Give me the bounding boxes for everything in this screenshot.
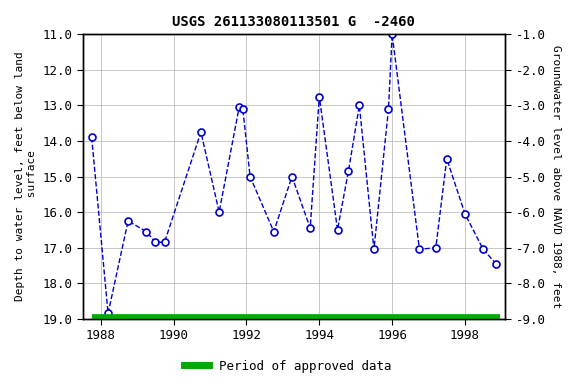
Title: USGS 261133080113501 G  -2460: USGS 261133080113501 G -2460 — [172, 15, 415, 29]
Y-axis label: Depth to water level, feet below land
 surface: Depth to water level, feet below land su… — [15, 51, 37, 301]
Legend: Period of approved data: Period of approved data — [179, 355, 397, 378]
Y-axis label: Groundwater level above NAVD 1988, feet: Groundwater level above NAVD 1988, feet — [551, 45, 561, 308]
